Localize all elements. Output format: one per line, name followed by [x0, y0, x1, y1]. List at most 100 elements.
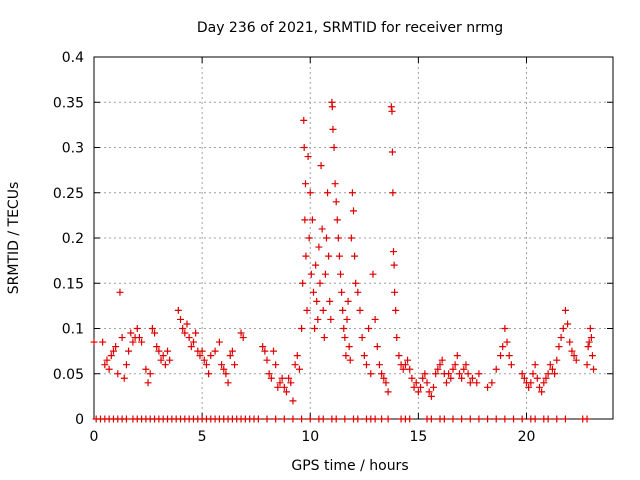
data-point — [99, 338, 107, 346]
data-point — [356, 306, 364, 314]
data-point — [272, 415, 280, 423]
data-point — [410, 383, 418, 391]
data-point — [306, 189, 314, 197]
data-point — [404, 356, 412, 364]
x-tick-label: 0 — [90, 429, 99, 445]
data-point — [90, 338, 98, 346]
data-point — [305, 234, 313, 242]
data-point — [388, 148, 396, 156]
data-point — [103, 356, 111, 364]
data-point — [280, 415, 288, 423]
x-tick-label: 10 — [301, 429, 319, 445]
data-point — [312, 261, 320, 269]
data-point — [155, 347, 163, 355]
data-point — [298, 415, 306, 423]
data-point — [325, 252, 333, 260]
data-point — [107, 352, 115, 360]
data-point — [300, 116, 308, 124]
data-point — [350, 207, 357, 215]
data-point — [157, 356, 165, 364]
data-point — [492, 415, 500, 423]
data-point — [207, 352, 215, 360]
data-point — [278, 374, 286, 382]
data-point — [348, 189, 356, 197]
data-point — [351, 252, 359, 260]
data-point — [327, 315, 335, 323]
y-tick-label: 0.15 — [53, 276, 84, 292]
data-point — [164, 347, 172, 355]
y-tick-label: 0.2 — [62, 231, 84, 247]
data-point — [196, 352, 204, 360]
data-point — [105, 365, 113, 373]
data-point — [475, 415, 483, 423]
data-point — [458, 374, 466, 382]
data-point — [293, 352, 301, 360]
data-point — [417, 383, 425, 391]
data-point — [445, 370, 453, 378]
data-point — [166, 356, 174, 364]
data-point — [354, 288, 362, 296]
data-point — [183, 320, 191, 328]
data-point — [265, 370, 273, 378]
data-point — [299, 279, 307, 287]
data-point — [309, 288, 317, 296]
data-point — [220, 365, 228, 373]
data-point — [460, 365, 468, 373]
data-point — [393, 334, 401, 342]
data-point — [561, 415, 569, 423]
data-point — [572, 356, 580, 364]
data-point — [387, 103, 395, 111]
data-point — [408, 374, 416, 382]
data-point — [328, 103, 336, 111]
data-point — [114, 370, 122, 378]
data-point — [218, 361, 226, 369]
y-tick-label: 0.35 — [53, 95, 84, 111]
y-tick-label: 0.25 — [53, 186, 84, 202]
data-point — [414, 388, 422, 396]
data-point — [148, 325, 156, 332]
data-point — [298, 325, 306, 332]
data-point — [321, 270, 329, 278]
data-point — [588, 352, 596, 360]
data-point — [282, 388, 290, 396]
data-point — [533, 374, 541, 382]
data-point — [518, 415, 526, 423]
data-point — [307, 270, 315, 278]
data-point — [499, 343, 507, 351]
data-point — [455, 370, 463, 378]
data-point — [153, 343, 161, 351]
data-point — [540, 379, 548, 387]
y-axis-label: SRMTID / TECUs — [6, 182, 22, 295]
data-point — [326, 297, 334, 305]
data-point — [520, 374, 528, 382]
data-point — [101, 361, 109, 369]
y-tick-label: 0.05 — [53, 367, 84, 383]
data-point — [382, 379, 390, 387]
x-tick-label: 5 — [198, 429, 207, 445]
data-point — [453, 352, 461, 360]
data-point — [583, 415, 591, 423]
chart-title: Day 236 of 2021, SRMTID for receiver nrm… — [197, 20, 503, 36]
data-points — [90, 98, 598, 423]
data-point — [384, 388, 392, 396]
data-point — [138, 338, 146, 346]
data-point — [449, 365, 457, 373]
data-point — [559, 325, 567, 332]
data-point — [464, 370, 472, 378]
data-point — [320, 334, 328, 342]
data-point — [289, 397, 297, 405]
data-point — [475, 370, 483, 378]
data-point — [346, 356, 354, 364]
data-point — [316, 279, 324, 287]
data-point — [561, 306, 569, 314]
data-point — [198, 347, 206, 355]
data-point — [185, 334, 193, 342]
data-point — [362, 361, 370, 369]
data-point — [112, 343, 120, 351]
data-point — [557, 334, 565, 342]
data-point — [527, 379, 535, 387]
data-point — [127, 329, 135, 337]
data-point — [341, 415, 349, 423]
data-point — [505, 352, 513, 360]
data-point — [390, 261, 398, 269]
